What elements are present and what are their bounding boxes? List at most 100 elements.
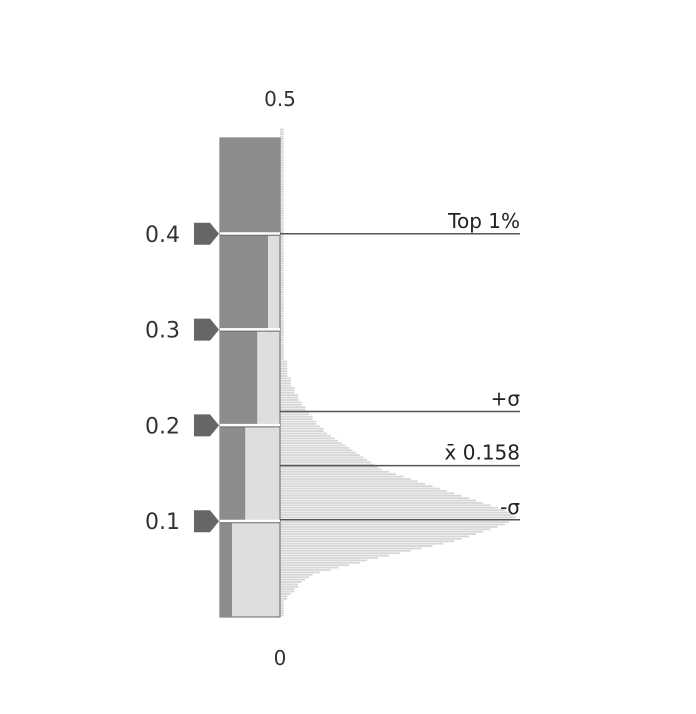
histogram-bar	[280, 458, 368, 461]
histogram-bar	[280, 535, 469, 538]
histogram-bar	[280, 478, 411, 480]
histogram-bar	[280, 315, 284, 318]
histogram-bar	[280, 348, 284, 351]
histogram-bar	[280, 504, 491, 507]
histogram-bar	[280, 487, 440, 490]
histogram-bar	[280, 164, 284, 167]
histogram-bar	[280, 217, 284, 219]
histogram-bar	[280, 597, 288, 600]
histogram-bar	[280, 605, 284, 607]
histogram-bar	[280, 286, 284, 289]
histogram-bar	[280, 351, 284, 353]
histogram-bar	[280, 336, 284, 339]
histogram-bar	[280, 176, 284, 179]
histogram-bar	[280, 308, 284, 310]
histogram-bar	[280, 576, 310, 579]
histogram-bar	[280, 293, 284, 296]
histogram-bar	[280, 231, 284, 234]
histogram-bar	[280, 327, 284, 329]
histogram-bar	[280, 466, 379, 468]
histogram-bar	[280, 221, 284, 224]
histogram-bar	[280, 296, 284, 298]
histogram-bar	[280, 171, 284, 174]
histogram-bar	[280, 298, 284, 301]
histogram-bar	[280, 188, 284, 191]
histogram-bar	[280, 262, 284, 265]
histogram-bar	[280, 566, 339, 569]
histogram-bar	[280, 585, 299, 588]
histogram-bar	[280, 470, 389, 473]
histogram-bar	[280, 355, 284, 358]
histogram-bar	[280, 135, 284, 138]
histogram-bar	[280, 444, 346, 447]
histogram-bar	[280, 590, 295, 593]
histogram-bar	[280, 303, 284, 306]
histogram-bar	[280, 245, 284, 248]
histogram-bar	[280, 557, 379, 559]
histogram-bar	[280, 353, 284, 356]
histogram-bar	[280, 602, 284, 605]
histogram-bars	[280, 128, 516, 617]
histogram-bar	[280, 583, 299, 586]
histogram-bar	[280, 149, 284, 152]
histogram-bar	[280, 346, 284, 349]
gauge-band-fill-2	[220, 329, 258, 426]
histogram-bar	[280, 387, 295, 389]
histogram-bar	[280, 305, 284, 308]
histogram-bar	[280, 437, 335, 440]
histogram-bar	[280, 401, 302, 404]
histogram-bar	[280, 528, 491, 531]
histogram-bar	[280, 377, 291, 380]
histogram-bar	[280, 396, 299, 399]
histogram-bar	[280, 600, 284, 603]
histogram-bar	[280, 154, 284, 157]
histogram-bar	[280, 214, 284, 217]
histogram-bar	[280, 312, 284, 315]
histogram-bar	[280, 236, 284, 238]
histogram-bar	[280, 331, 284, 334]
histogram-bar	[280, 614, 284, 617]
histogram-bar	[280, 581, 302, 583]
tick-marker-2	[194, 318, 219, 341]
histogram-bar	[280, 252, 284, 255]
tick-label-0: 0.1	[145, 510, 180, 535]
histogram-bar	[280, 207, 284, 210]
histogram-bar	[280, 516, 516, 519]
histogram-bar	[280, 468, 382, 471]
histogram-bar	[280, 142, 284, 145]
histogram-bar	[280, 442, 342, 444]
histogram-bar	[280, 609, 284, 612]
histogram-bar	[280, 339, 284, 341]
histogram-bar	[280, 389, 295, 392]
histogram-bar	[280, 360, 288, 363]
histogram-bar	[280, 502, 484, 504]
histogram-bar	[280, 427, 324, 430]
reference-label-0: -σ	[500, 495, 520, 519]
tick-marker-0	[194, 510, 219, 533]
histogram-bar	[280, 190, 284, 193]
histogram-bar	[280, 343, 284, 346]
histogram-bar	[280, 233, 284, 236]
histogram-bar	[280, 475, 404, 478]
tick-label-3: 0.4	[145, 223, 180, 248]
histogram-bar	[280, 408, 306, 411]
histogram-bar	[280, 279, 284, 282]
histogram-bar	[280, 564, 349, 567]
histogram-bar	[280, 243, 284, 246]
histogram-bar	[280, 178, 284, 181]
histogram-bar	[280, 432, 328, 435]
histogram-bar	[280, 248, 284, 250]
gauge-band-fill-0	[220, 521, 232, 617]
histogram-bar	[280, 482, 426, 485]
histogram-bar	[280, 375, 288, 377]
histogram-bar	[280, 195, 284, 198]
histogram-bar	[280, 183, 284, 186]
histogram-bar	[280, 456, 364, 459]
histogram-bar	[280, 300, 284, 303]
histogram-bar	[280, 545, 433, 547]
histogram-bar	[280, 238, 284, 241]
histogram-bar	[280, 197, 284, 200]
histogram-bar	[280, 509, 506, 512]
histogram-bar	[280, 193, 284, 195]
